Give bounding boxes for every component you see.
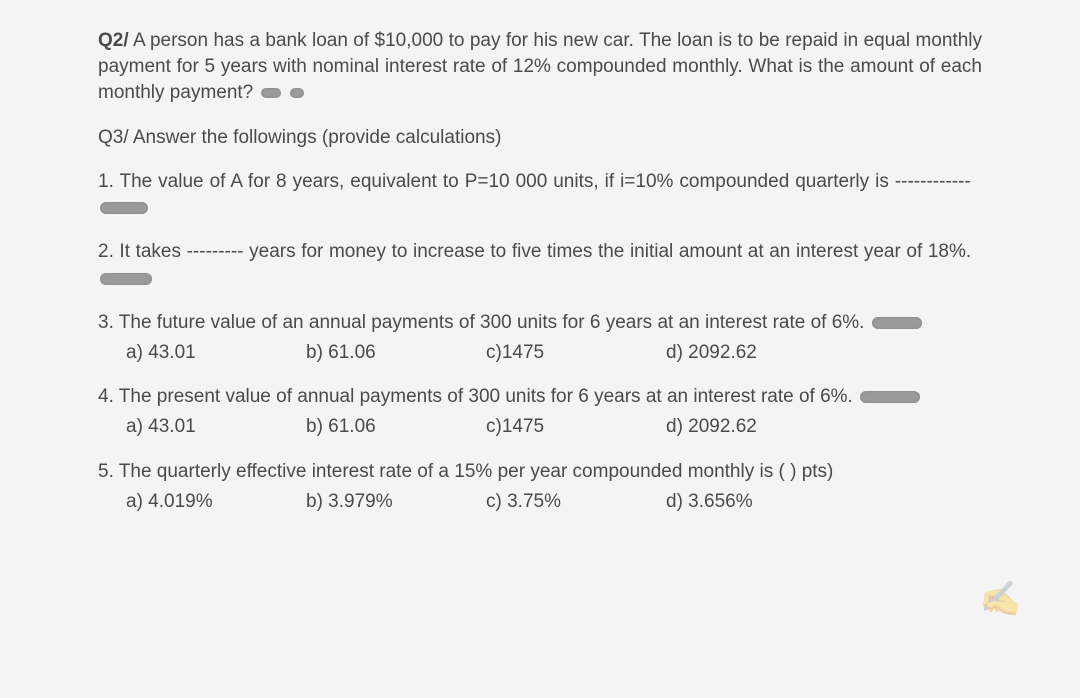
- q2-label: Q2/: [98, 30, 129, 51]
- q3-part3: 3. The future value of an annual payment…: [98, 310, 982, 336]
- q3-part2: 2. It takes --------- years for money to…: [98, 239, 982, 291]
- exam-page: Q2/ A person has a bank loan of $10,000 …: [0, 0, 1080, 698]
- option-b: b) 3.979%: [306, 489, 486, 515]
- option-c: c)1475: [486, 340, 666, 366]
- q3-p2-a: 2. It takes: [98, 241, 181, 262]
- scribble-icon: [100, 273, 152, 285]
- ink-mark-icon: ✍: [977, 572, 1025, 624]
- option-c: c) 3.75%: [486, 489, 666, 515]
- q3-p2-dashes: ---------: [187, 241, 244, 262]
- q3-part4-options: a) 43.01 b) 61.06 c)1475 d) 2092.62: [126, 414, 982, 440]
- q2-text: A person has a bank loan of $10,000 to p…: [98, 30, 982, 103]
- q3-heading: Q3/ Answer the followings (provide calcu…: [98, 125, 982, 151]
- option-a: a) 43.01: [126, 340, 306, 366]
- option-d: d) 2092.62: [666, 340, 846, 366]
- q3-p1-text: 1. The value of A for 8 years, equivalen…: [98, 171, 889, 192]
- q3-p4-text: 4. The present value of annual payments …: [98, 386, 853, 407]
- q3-p5-text: 5. The quarterly effective interest rate…: [98, 461, 833, 482]
- option-a: a) 4.019%: [126, 489, 306, 515]
- q3-part5: 5. The quarterly effective interest rate…: [98, 459, 982, 485]
- q3-part1: 1. The value of A for 8 years, equivalen…: [98, 169, 982, 221]
- scribble-icon: [100, 202, 148, 214]
- question-2: Q2/ A person has a bank loan of $10,000 …: [98, 28, 982, 107]
- q3-p2-c: years for money to increase to five time…: [249, 241, 971, 262]
- q3-part3-options: a) 43.01 b) 61.06 c)1475 d) 2092.62: [126, 340, 982, 366]
- scribble-icon: [860, 391, 920, 403]
- option-b: b) 61.06: [306, 414, 486, 440]
- scribble-icon: [872, 317, 922, 329]
- q3-p1-dashes: ------------: [895, 171, 971, 192]
- q3-part4: 4. The present value of annual payments …: [98, 384, 982, 410]
- option-d: d) 2092.62: [666, 414, 846, 440]
- q3-p3-text: 3. The future value of an annual payment…: [98, 312, 864, 333]
- option-c: c)1475: [486, 414, 666, 440]
- q3-part5-options: a) 4.019% b) 3.979% c) 3.75% d) 3.656%: [126, 489, 982, 515]
- scribble-icon: [290, 88, 304, 98]
- option-a: a) 43.01: [126, 414, 306, 440]
- option-d: d) 3.656%: [666, 489, 846, 515]
- option-b: b) 61.06: [306, 340, 486, 366]
- scribble-icon: [261, 88, 281, 98]
